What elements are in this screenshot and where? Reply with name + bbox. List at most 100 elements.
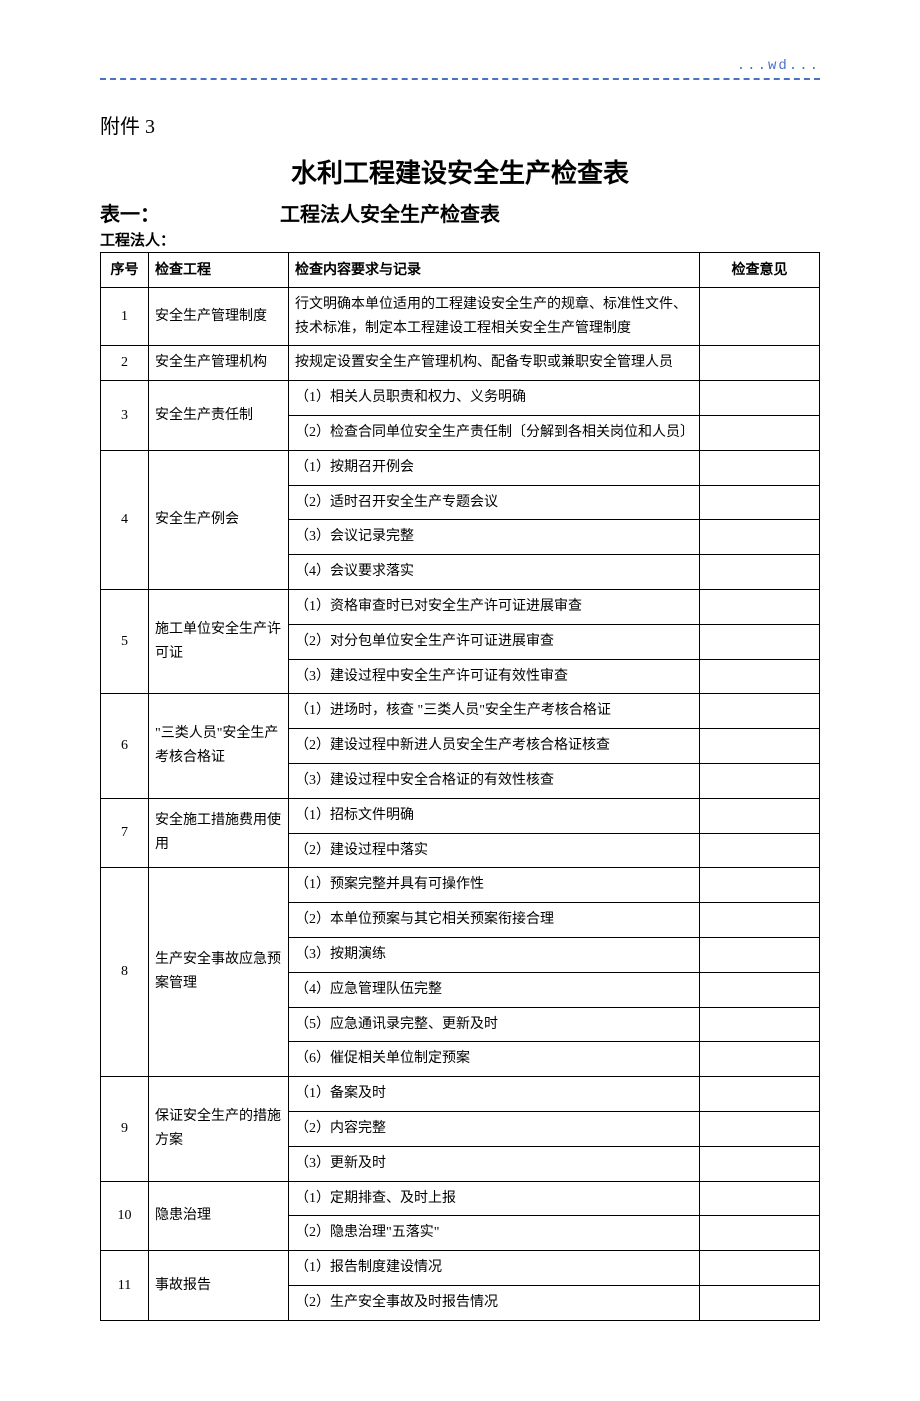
table-row: 6"三类人员"安全生产考核合格证（1）进场时，核查 "三类人员"安全生产考核合格…	[101, 694, 820, 729]
cell-opinion	[700, 1285, 820, 1320]
cell-content: 按规定设置安全生产管理机构、配备专职或兼职安全管理人员	[289, 346, 700, 381]
cell-content: （3）建设过程中安全生产许可证有效性审查	[289, 659, 700, 694]
cell-content: （2）内容完整	[289, 1111, 700, 1146]
cell-content: （1）资格审查时已对安全生产许可证进展审查	[289, 589, 700, 624]
cell-item: 安全生产管理制度	[149, 287, 289, 346]
cell-content: （2）建设过程中落实	[289, 833, 700, 868]
cell-content: （2）对分包单位安全生产许可证进展审查	[289, 624, 700, 659]
cell-opinion	[700, 1146, 820, 1181]
cell-item: 事故报告	[149, 1251, 289, 1321]
cell-opinion	[700, 1181, 820, 1216]
legal-person-label: 工程法人：	[100, 229, 820, 250]
cell-opinion	[700, 729, 820, 764]
cell-content: （1）招标文件明确	[289, 798, 700, 833]
cell-item: 保证安全生产的措施方案	[149, 1077, 289, 1181]
cell-opinion	[700, 763, 820, 798]
cell-content: （3）更新及时	[289, 1146, 700, 1181]
cell-content: （2）适时召开安全生产专题会议	[289, 485, 700, 520]
main-title: 水利工程建设安全生产检查表	[100, 153, 820, 190]
cell-opinion	[700, 1251, 820, 1286]
cell-opinion	[700, 659, 820, 694]
cell-item: 施工单位安全生产许可证	[149, 589, 289, 693]
table-row: 8生产安全事故应急预案管理（1）预案完整并具有可操作性	[101, 868, 820, 903]
cell-seq: 6	[101, 694, 149, 798]
table-row: 4安全生产例会（1）按期召开例会	[101, 450, 820, 485]
cell-content: （4）应急管理队伍完整	[289, 972, 700, 1007]
table-row: 3安全生产责任制（1）相关人员职责和权力、义务明确	[101, 381, 820, 416]
cell-content: （1）相关人员职责和权力、义务明确	[289, 381, 700, 416]
cell-opinion	[700, 346, 820, 381]
cell-seq: 10	[101, 1181, 149, 1251]
table-one-label: 表一：	[100, 198, 250, 227]
cell-opinion	[700, 903, 820, 938]
inspection-table: 序号 检查工程 检查内容要求与记录 检查意见 1安全生产管理制度行文明确本单位适…	[100, 252, 820, 1321]
cell-opinion	[700, 798, 820, 833]
cell-opinion	[700, 694, 820, 729]
cell-opinion	[700, 589, 820, 624]
cell-opinion	[700, 972, 820, 1007]
cell-opinion	[700, 450, 820, 485]
cell-opinion	[700, 485, 820, 520]
cell-item: 安全生产责任制	[149, 381, 289, 451]
table-row: 9保证安全生产的措施方案（1）备案及时	[101, 1077, 820, 1112]
cell-seq: 4	[101, 450, 149, 589]
cell-opinion	[700, 624, 820, 659]
cell-content: （3）会议记录完整	[289, 520, 700, 555]
cell-seq: 2	[101, 346, 149, 381]
cell-content: （1）定期排查、及时上报	[289, 1181, 700, 1216]
table-row: 2安全生产管理机构按规定设置安全生产管理机构、配备专职或兼职安全管理人员	[101, 346, 820, 381]
cell-opinion	[700, 1007, 820, 1042]
cell-opinion	[700, 381, 820, 416]
table-row: 5施工单位安全生产许可证（1）资格审查时已对安全生产许可证进展审查	[101, 589, 820, 624]
table-row: 1安全生产管理制度行文明确本单位适用的工程建设安全生产的规章、标准性文件、技术标…	[101, 287, 820, 346]
cell-item: 安全生产管理机构	[149, 346, 289, 381]
cell-opinion	[700, 937, 820, 972]
cell-seq: 8	[101, 868, 149, 1077]
cell-item: 安全生产例会	[149, 450, 289, 589]
cell-seq: 3	[101, 381, 149, 451]
cell-opinion	[700, 1216, 820, 1251]
cell-content: 行文明确本单位适用的工程建设安全生产的规章、标准性文件、技术标准，制定本工程建设…	[289, 287, 700, 346]
col-header-seq: 序号	[101, 253, 149, 288]
cell-opinion	[700, 868, 820, 903]
cell-seq: 5	[101, 589, 149, 693]
cell-content: （1）报告制度建设情况	[289, 1251, 700, 1286]
cell-content: （3）按期演练	[289, 937, 700, 972]
cell-seq: 9	[101, 1077, 149, 1181]
table-row: 11事故报告（1）报告制度建设情况	[101, 1251, 820, 1286]
table-row: 10隐患治理（1）定期排查、及时上报	[101, 1181, 820, 1216]
cell-opinion	[700, 555, 820, 590]
cell-content: （2）检查合同单位安全生产责任制〔分解到各相关岗位和人员〕	[289, 415, 700, 450]
subtitle-row: 表一： 工程法人安全生产检查表	[100, 198, 820, 227]
col-header-content: 检查内容要求与记录	[289, 253, 700, 288]
cell-item: 生产安全事故应急预案管理	[149, 868, 289, 1077]
cell-opinion	[700, 415, 820, 450]
cell-opinion	[700, 833, 820, 868]
cell-opinion	[700, 1111, 820, 1146]
cell-content: （4）会议要求落实	[289, 555, 700, 590]
header-mark: ...wd...	[100, 50, 820, 80]
attachment-label: 附件 3	[100, 110, 820, 139]
cell-content: （6）催促相关单位制定预案	[289, 1042, 700, 1077]
table-header-row: 序号 检查工程 检查内容要求与记录 检查意见	[101, 253, 820, 288]
cell-content: （2）建设过程中新进人员安全生产考核合格证核查	[289, 729, 700, 764]
cell-item: "三类人员"安全生产考核合格证	[149, 694, 289, 798]
table-body: 1安全生产管理制度行文明确本单位适用的工程建设安全生产的规章、标准性文件、技术标…	[101, 287, 820, 1320]
table-row: 7安全施工措施费用使用（1）招标文件明确	[101, 798, 820, 833]
cell-item: 隐患治理	[149, 1181, 289, 1251]
cell-seq: 11	[101, 1251, 149, 1321]
cell-content: （2）隐患治理"五落实"	[289, 1216, 700, 1251]
cell-opinion	[700, 1042, 820, 1077]
cell-content: （1）备案及时	[289, 1077, 700, 1112]
cell-seq: 1	[101, 287, 149, 346]
cell-opinion	[700, 1077, 820, 1112]
sub-title: 工程法人安全生产检查表	[250, 198, 820, 227]
cell-content: （1）按期召开例会	[289, 450, 700, 485]
cell-opinion	[700, 287, 820, 346]
col-header-opinion: 检查意见	[700, 253, 820, 288]
cell-content: （2）本单位预案与其它相关预案衔接合理	[289, 903, 700, 938]
cell-content: （1）预案完整并具有可操作性	[289, 868, 700, 903]
cell-seq: 7	[101, 798, 149, 868]
cell-content: （1）进场时，核查 "三类人员"安全生产考核合格证	[289, 694, 700, 729]
col-header-item: 检查工程	[149, 253, 289, 288]
